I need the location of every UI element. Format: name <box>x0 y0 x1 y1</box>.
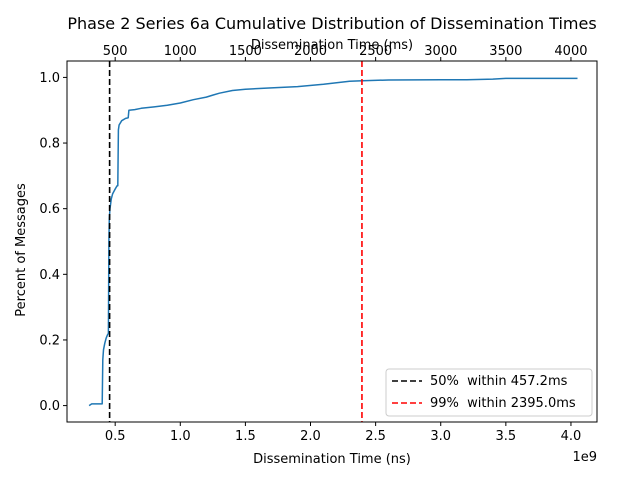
x-tick-label: 3.5 <box>496 429 517 444</box>
x-tick-label: 2.0 <box>300 429 321 444</box>
top-x-tick-label: 500 <box>103 44 128 59</box>
axes: 0.5 1.0 1.5 2.0 2.5 3.0 3.5 4.0 0.0 0.2 0.4 0.6 0.8 1… <box>39 44 598 444</box>
x-tick-label: 4.0 <box>561 429 582 444</box>
top-axis-label: Dissemination Time (ms) <box>251 38 413 53</box>
x-tick-label: 2.5 <box>365 429 386 444</box>
y-axis-label: Percent of Messages <box>14 183 29 317</box>
x-scale-label: 1e9 <box>572 450 597 465</box>
cdf-line-series-0 <box>88 77 578 407</box>
top-x-tick-label: 3500 <box>489 44 522 59</box>
top-x-tick-label: 2000 <box>294 44 327 59</box>
legend-label-99pct: 99% within 2395.0ms <box>430 396 576 411</box>
top-x-tick-label: 1500 <box>229 44 262 59</box>
legend: 50% within 457.2ms 99% within 2395.0ms <box>385 368 593 417</box>
y-tick-label: 0.8 <box>39 137 60 152</box>
x-tick-label: 1.5 <box>235 429 256 444</box>
legend-box <box>385 368 593 417</box>
y-tick-label: 0.6 <box>39 202 60 217</box>
x-tick-label: 0.5 <box>105 429 126 444</box>
y-tick-label: 0.0 <box>39 399 60 414</box>
top-x-tick-label: 4000 <box>554 44 587 59</box>
chart-title: Phase 2 Series 6a Cumulative Distributio… <box>67 14 596 33</box>
x-tick-label: 1.0 <box>170 429 191 444</box>
y-tick-label: 0.4 <box>39 268 60 283</box>
top-x-tick-label: 2500 <box>359 44 392 59</box>
x-tick-label: 3.0 <box>430 429 451 444</box>
top-x-tick-label: 3000 <box>424 44 457 59</box>
y-tick-label: 0.2 <box>39 333 60 348</box>
axes-frame <box>66 60 598 423</box>
top-x-tick-label: 1000 <box>164 44 197 59</box>
x-axis-label: Dissemination Time (ns) <box>253 452 411 467</box>
plot-area <box>88 61 578 422</box>
y-tick-label: 1.0 <box>39 71 60 86</box>
legend-label-50pct: 50% within 457.2ms <box>430 374 568 389</box>
